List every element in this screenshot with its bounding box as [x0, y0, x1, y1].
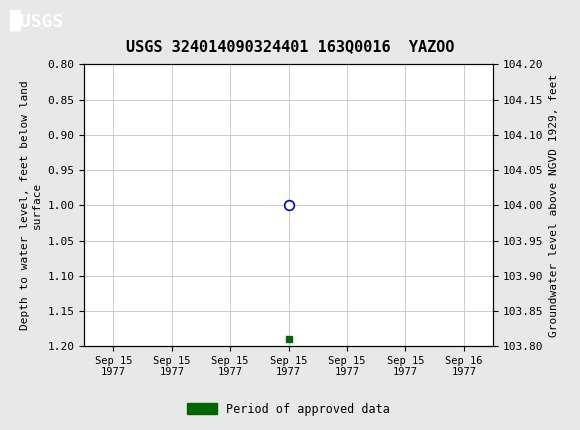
Text: USGS 324014090324401 163Q0016  YAZOO: USGS 324014090324401 163Q0016 YAZOO [126, 39, 454, 54]
Y-axis label: Groundwater level above NGVD 1929, feet: Groundwater level above NGVD 1929, feet [549, 74, 559, 337]
Legend: Period of approved data: Period of approved data [183, 398, 394, 421]
Y-axis label: Depth to water level, feet below land
surface: Depth to water level, feet below land su… [20, 80, 42, 330]
Text: █USGS: █USGS [9, 9, 63, 31]
